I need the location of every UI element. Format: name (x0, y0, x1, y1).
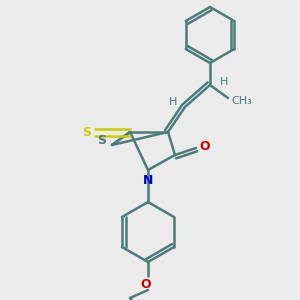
Text: O: O (141, 278, 151, 290)
Text: S: S (82, 125, 91, 139)
Text: H: H (169, 97, 177, 107)
Text: CH₃: CH₃ (232, 96, 252, 106)
Text: N: N (143, 173, 153, 187)
Text: S: S (98, 134, 106, 148)
Text: O: O (200, 140, 210, 152)
Text: H: H (220, 77, 228, 87)
